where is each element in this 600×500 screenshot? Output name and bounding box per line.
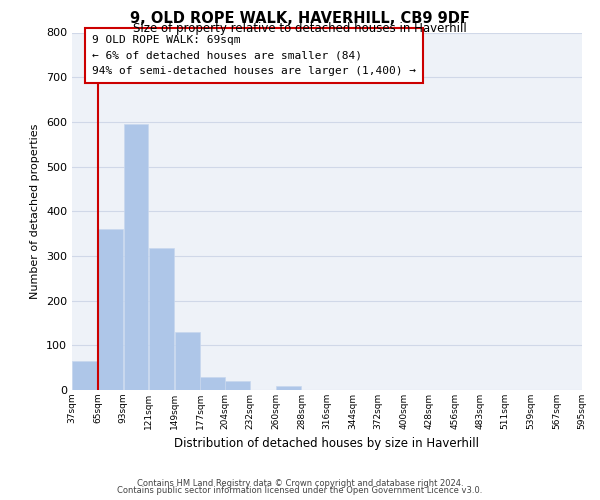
Y-axis label: Number of detached properties: Number of detached properties [31,124,40,299]
Text: Contains public sector information licensed under the Open Government Licence v3: Contains public sector information licen… [118,486,482,495]
Bar [149,248,174,390]
Bar [200,376,225,390]
Bar [276,386,301,390]
Text: Contains HM Land Registry data © Crown copyright and database right 2024.: Contains HM Land Registry data © Crown c… [137,478,463,488]
Bar [98,229,123,390]
Text: 9, OLD ROPE WALK, HAVERHILL, CB9 9DF: 9, OLD ROPE WALK, HAVERHILL, CB9 9DF [130,11,470,26]
Bar [175,332,200,390]
Bar [73,361,97,390]
Bar [124,124,148,390]
Bar [225,381,250,390]
Text: Size of property relative to detached houses in Haverhill: Size of property relative to detached ho… [133,22,467,35]
Text: 9 OLD ROPE WALK: 69sqm
← 6% of detached houses are smaller (84)
94% of semi-deta: 9 OLD ROPE WALK: 69sqm ← 6% of detached … [92,34,416,76]
X-axis label: Distribution of detached houses by size in Haverhill: Distribution of detached houses by size … [175,438,479,450]
